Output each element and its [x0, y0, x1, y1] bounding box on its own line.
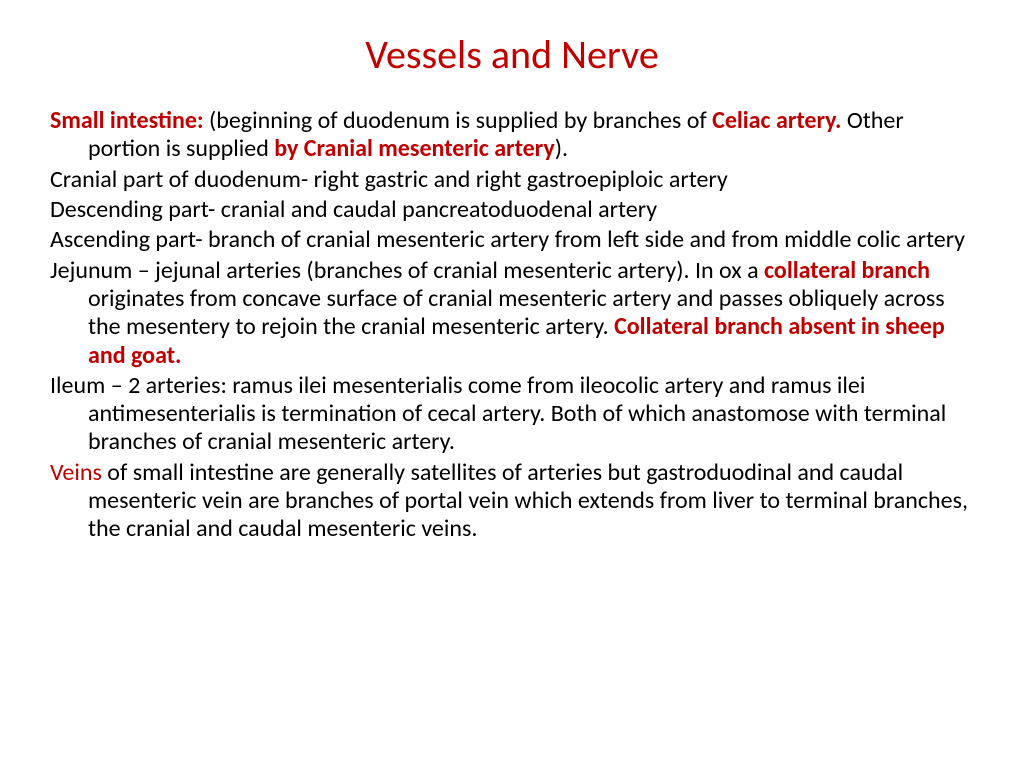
paragraph: Ileum – 2 arteries: ramus ilei mesenteri… [50, 372, 974, 457]
slide-title: Vessels and Nerve [50, 30, 974, 79]
text-run: ). [555, 134, 568, 163]
slide-body: Small intestine: (beginning of duodenum … [50, 107, 974, 544]
text-run: Small intestine: [50, 106, 209, 135]
text-run: Celiac artery. [712, 106, 847, 135]
paragraph: Veins of small intestine are generally s… [50, 459, 974, 544]
paragraph: Descending part- cranial and caudal panc… [50, 196, 974, 224]
text-run: Ileum – 2 arteries: ramus ilei mesenteri… [50, 371, 946, 457]
paragraph: Ascending part- branch of cranial mesent… [50, 226, 974, 254]
text-run: Veins [50, 458, 107, 487]
text-run: Descending part- cranial and caudal panc… [50, 195, 657, 224]
paragraph: Jejunum – jejunal arteries (branches of … [50, 257, 974, 370]
text-run: by Cranial mesenteric artery [274, 134, 554, 163]
paragraph: Small intestine: (beginning of duodenum … [50, 107, 974, 164]
text-run: (beginning of duodenum is supplied by br… [209, 106, 712, 135]
text-run: Jejunum – jejunal arteries (branches of … [50, 256, 764, 285]
paragraph: Cranial part of duodenum- right gastric … [50, 166, 974, 194]
text-run: Cranial part of duodenum- right gastric … [50, 165, 728, 194]
text-run: collateral branch [764, 256, 930, 285]
text-run: Ascending part- branch of cranial mesent… [50, 225, 965, 254]
text-run: of small intestine are generally satelli… [88, 458, 968, 544]
slide: Vessels and Nerve Small intestine: (begi… [0, 0, 1024, 768]
